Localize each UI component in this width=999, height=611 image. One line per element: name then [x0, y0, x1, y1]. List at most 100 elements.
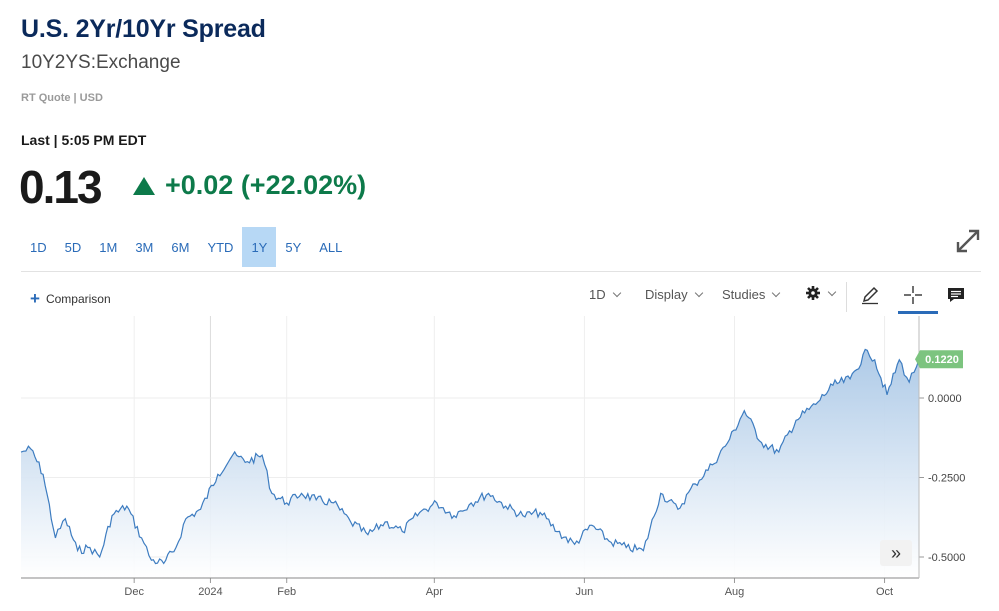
data-point	[539, 511, 541, 513]
range-button-3m[interactable]: 3M	[135, 239, 154, 255]
y-tick-label: -0.2500	[928, 473, 965, 485]
data-point	[795, 419, 797, 421]
data-point	[778, 451, 780, 453]
crosshair-icon	[904, 286, 922, 304]
quote-meta: RT Quote | USD	[21, 92, 103, 104]
data-point	[505, 505, 507, 507]
range-button-5y[interactable]: 5Y	[285, 239, 302, 255]
data-point	[126, 505, 128, 507]
expand-icon[interactable]	[955, 228, 981, 254]
x-tick-label: 2024	[198, 586, 222, 598]
y-axis: 0.0000 -0.2500 -0.5000	[918, 316, 965, 578]
data-point	[54, 537, 56, 539]
range-button-1y[interactable]: 1Y	[242, 227, 277, 267]
comparison-label: Comparison	[45, 291, 111, 306]
data-point	[77, 550, 79, 552]
display-dropdown[interactable]: Display	[645, 287, 703, 302]
data-point	[89, 546, 91, 548]
data-point	[743, 410, 745, 412]
range-button-1d[interactable]: 1D	[30, 239, 47, 255]
data-point	[522, 515, 524, 517]
price-change-value: +0.02 (+22.02%)	[165, 170, 367, 200]
range-button-all[interactable]: ALL	[319, 239, 343, 255]
data-point	[185, 518, 187, 520]
data-point	[30, 448, 32, 450]
studies-dropdown[interactable]: Studies	[722, 287, 781, 302]
crosshair-tool-button[interactable]	[899, 282, 927, 308]
range-button-5d[interactable]: 5D	[64, 239, 82, 255]
data-point	[261, 454, 263, 456]
interval-dropdown[interactable]: 1D	[589, 287, 621, 302]
data-point	[20, 451, 22, 453]
data-point	[574, 543, 576, 545]
data-point	[608, 540, 610, 542]
time-range-selector: 1D 5D 1M 3M 6M YTD 1Y 5Y ALL	[21, 227, 351, 267]
data-point	[815, 403, 817, 405]
series-line	[20, 348, 920, 565]
last-price-badge: 0.1220	[915, 350, 963, 369]
data-point	[384, 521, 386, 523]
series-area	[21, 349, 919, 578]
toolbar-separator	[846, 282, 847, 312]
data-point	[141, 537, 143, 539]
data-point	[350, 521, 352, 523]
data-point	[849, 378, 851, 380]
studies-label: Studies	[722, 287, 766, 302]
data-point	[200, 508, 202, 510]
data-point	[453, 515, 455, 517]
up-arrow-icon	[133, 176, 155, 195]
x-tick-label: Aug	[725, 586, 745, 598]
data-point	[111, 515, 113, 517]
symbol-label: 10Y2YS:Exchange	[21, 52, 181, 73]
data-points	[20, 349, 920, 564]
display-label: Display	[645, 287, 688, 302]
data-point	[246, 461, 248, 463]
scroll-to-latest-button[interactable]: »	[880, 540, 912, 566]
data-point	[315, 499, 317, 501]
range-button-1m[interactable]: 1M	[99, 239, 118, 255]
data-point	[232, 454, 234, 456]
y-tick-label: 0.0000	[928, 393, 962, 405]
data-point	[711, 464, 713, 466]
data-point	[436, 502, 438, 504]
data-point	[642, 550, 644, 552]
data-point	[591, 524, 593, 526]
double-chevron-right-icon: »	[890, 542, 901, 563]
data-point	[660, 492, 662, 494]
add-comparison-button[interactable]: + Comparison	[30, 290, 111, 307]
data-point	[419, 511, 421, 513]
data-point	[401, 531, 403, 533]
data-point	[908, 381, 910, 383]
data-point	[694, 483, 696, 485]
x-axis: Dec 2024 Feb Apr Jun Aug Oct	[21, 577, 919, 598]
data-point	[625, 546, 627, 548]
comment-icon	[948, 288, 964, 302]
x-tick-label: Dec	[124, 586, 144, 598]
data-point	[367, 534, 369, 536]
data-point	[729, 438, 731, 440]
last-price: 0.13	[19, 161, 103, 213]
data-point	[271, 492, 273, 494]
data-point	[918, 358, 920, 360]
last-update-label: Last | 5:05 PM EDT	[21, 132, 147, 148]
draw-pencil-icon	[862, 286, 879, 305]
data-point	[286, 502, 288, 504]
header-divider	[21, 271, 981, 272]
data-point	[99, 556, 101, 558]
range-button-6m[interactable]: 6M	[171, 239, 190, 255]
active-tool-indicator	[898, 311, 938, 314]
x-tick-label: Oct	[876, 586, 893, 598]
last-price-badge-label: 0.1220	[925, 354, 959, 366]
data-point	[175, 546, 177, 548]
price-change: +0.02 (+22.02%)	[133, 170, 366, 201]
data-point	[487, 492, 489, 494]
x-tick-label: Apr	[426, 586, 443, 598]
data-point	[761, 442, 763, 444]
comment-tool-button[interactable]	[942, 282, 970, 308]
data-point	[866, 349, 868, 351]
data-point	[217, 473, 219, 475]
page-title: U.S. 2Yr/10Yr Spread	[21, 15, 266, 43]
settings-dropdown[interactable]	[805, 285, 837, 301]
range-button-ytd[interactable]: YTD	[207, 239, 234, 255]
draw-tool-button[interactable]	[856, 282, 884, 308]
